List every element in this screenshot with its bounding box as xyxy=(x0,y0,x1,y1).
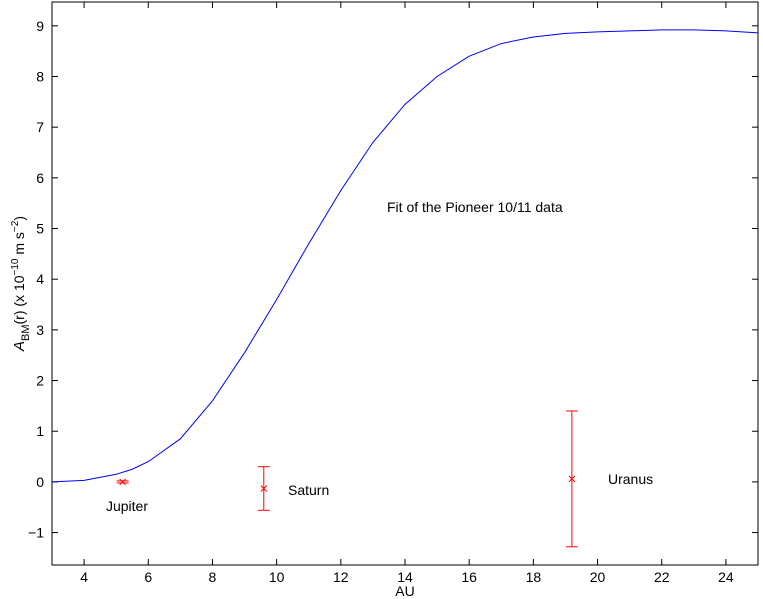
x-axis-label: AU xyxy=(395,583,414,599)
data-point xyxy=(260,485,268,492)
y-tick-label: 8 xyxy=(36,68,44,84)
data-point xyxy=(119,478,126,486)
y-tick-label: 2 xyxy=(36,373,44,389)
fit-curve xyxy=(51,29,759,483)
y-tick-label: 0 xyxy=(36,474,44,490)
x-tick-label: 8 xyxy=(209,569,217,585)
y-axis-label-part: BM xyxy=(20,324,32,341)
x-tick-label: 14 xyxy=(397,569,413,585)
y-tick-label: 3 xyxy=(36,322,44,338)
y-tick-label: 1 xyxy=(36,423,44,439)
y-tick-label: −1 xyxy=(28,525,44,541)
annotation: Fit of the Pioneer 10/11 data xyxy=(387,199,563,215)
y-axis-label-part: −2 xyxy=(10,220,21,232)
annotation: Jupiter xyxy=(106,498,148,514)
x-tick-label: 4 xyxy=(80,569,88,585)
x-tick-label: 16 xyxy=(461,569,477,585)
x-tick-label: 10 xyxy=(269,569,285,585)
y-tick-label: 4 xyxy=(36,271,44,287)
y-tick-label: 9 xyxy=(36,18,44,34)
y-axis-label-part: ) xyxy=(11,216,27,221)
y-tick-label: 5 xyxy=(36,221,44,237)
x-tick-label: 20 xyxy=(590,569,606,585)
y-axis-label-part: m s xyxy=(11,232,27,258)
x-tick-label: 24 xyxy=(718,569,734,585)
annotation: Uranus xyxy=(608,471,653,487)
x-tick-label: 12 xyxy=(333,569,349,585)
y-tick-label: 6 xyxy=(36,170,44,186)
data-point xyxy=(568,475,576,483)
y-axis-label-part: (r) (x 10 xyxy=(11,275,27,324)
x-tick-label: 18 xyxy=(526,569,542,585)
y-axis-label-part: A xyxy=(11,341,28,352)
y-tick-label: 7 xyxy=(36,119,44,135)
x-tick-label: 6 xyxy=(144,569,152,585)
annotation: Saturn xyxy=(288,482,329,498)
y-axis-label: ABM(r) (x 10−10 m s−2) xyxy=(10,216,32,352)
y-axis-label-part: −10 xyxy=(10,258,21,275)
x-tick-label: 22 xyxy=(654,569,670,585)
plot-area xyxy=(51,1,759,566)
